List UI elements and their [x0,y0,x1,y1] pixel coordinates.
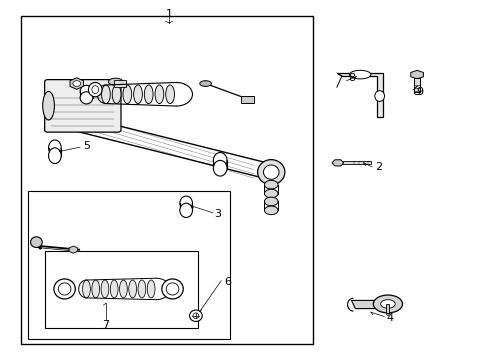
Bar [413,78,419,93]
Bar [386,304,388,313]
Ellipse shape [374,91,384,102]
Ellipse shape [264,180,278,189]
Ellipse shape [147,280,155,298]
Ellipse shape [189,310,202,321]
Ellipse shape [110,280,118,298]
Ellipse shape [101,280,109,298]
Ellipse shape [102,85,110,104]
Ellipse shape [48,148,61,163]
Text: 8: 8 [347,73,354,83]
FancyBboxPatch shape [44,80,121,132]
Polygon shape [336,73,382,117]
Bar [240,96,254,103]
Ellipse shape [200,81,211,86]
Ellipse shape [162,279,183,299]
Ellipse shape [80,92,93,104]
Polygon shape [69,246,78,253]
Ellipse shape [30,237,42,248]
Ellipse shape [264,206,278,215]
Polygon shape [351,300,379,309]
Ellipse shape [264,189,278,198]
Ellipse shape [42,91,54,120]
Ellipse shape [264,197,278,206]
Ellipse shape [372,295,402,313]
Ellipse shape [155,85,163,104]
Ellipse shape [122,85,131,104]
Ellipse shape [166,283,179,295]
Ellipse shape [73,81,81,86]
Polygon shape [410,70,423,79]
Text: 5: 5 [83,141,90,151]
Ellipse shape [213,160,226,176]
Polygon shape [331,160,343,166]
Ellipse shape [138,280,145,298]
Ellipse shape [112,85,121,104]
Text: 7: 7 [102,320,109,330]
Ellipse shape [54,279,75,299]
Ellipse shape [144,85,153,104]
Ellipse shape [193,313,199,319]
Text: 2: 2 [374,162,381,172]
Ellipse shape [180,196,192,210]
Bar [45,251,198,328]
Bar [114,80,126,87]
Polygon shape [70,78,83,89]
Bar [28,191,229,339]
Ellipse shape [48,140,61,156]
Ellipse shape [263,165,279,179]
Ellipse shape [165,85,174,104]
Ellipse shape [128,280,136,298]
Text: 1: 1 [165,9,172,19]
Bar [341,161,370,164]
Ellipse shape [82,280,90,298]
Ellipse shape [133,85,142,104]
Ellipse shape [380,300,394,308]
Bar [21,16,312,344]
Ellipse shape [92,280,100,298]
Text: 6: 6 [224,277,230,287]
Ellipse shape [213,153,226,168]
Ellipse shape [108,78,122,85]
Ellipse shape [92,86,99,94]
Text: 9: 9 [415,87,422,98]
Text: 4: 4 [386,312,393,323]
Ellipse shape [349,70,370,79]
Ellipse shape [257,159,285,185]
Ellipse shape [119,280,127,298]
Ellipse shape [180,203,192,217]
Text: 3: 3 [214,209,221,219]
Ellipse shape [80,85,93,98]
Ellipse shape [58,283,71,295]
Ellipse shape [88,82,102,97]
